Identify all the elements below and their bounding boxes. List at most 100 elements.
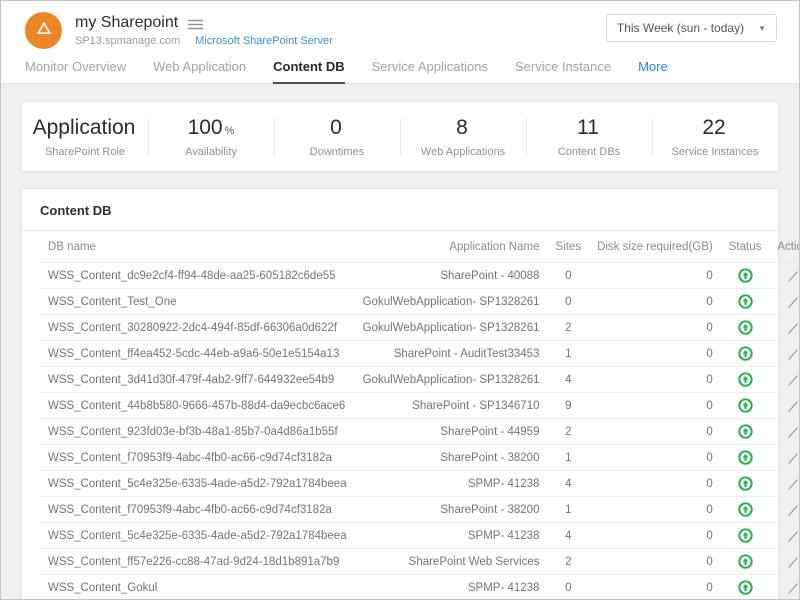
status-cell bbox=[721, 471, 770, 497]
disk-size-cell: 0 bbox=[589, 315, 721, 341]
sites-cell: 0 bbox=[547, 263, 589, 289]
server-type-link[interactable]: Microsoft SharePoint Server bbox=[195, 35, 333, 47]
status-up-icon bbox=[738, 374, 753, 386]
status-up-icon bbox=[738, 400, 753, 412]
status-cell bbox=[721, 549, 770, 575]
action-cell bbox=[769, 263, 800, 289]
stat-value: 8 bbox=[456, 116, 468, 139]
db-name-cell: WSS_Content_dc9e2cf4-ff94-48de-aa25-6051… bbox=[40, 263, 355, 289]
edit-pencil-icon[interactable] bbox=[786, 296, 800, 308]
edit-pencil-icon[interactable] bbox=[786, 374, 800, 386]
app-name-cell: SPMP- 41238 bbox=[355, 575, 548, 600]
edit-pencil-icon[interactable] bbox=[786, 452, 800, 464]
edit-pencil-icon[interactable] bbox=[786, 478, 800, 490]
column-header-disk-size: Disk size required(GB) bbox=[589, 231, 721, 263]
hamburger-menu-icon[interactable] bbox=[188, 19, 203, 30]
stat-label: Service Instances bbox=[652, 146, 778, 158]
disk-size-cell: 0 bbox=[589, 471, 721, 497]
sites-cell: 1 bbox=[547, 341, 589, 367]
tab-service-instance[interactable]: Service Instance bbox=[515, 59, 611, 83]
status-cell bbox=[721, 393, 770, 419]
edit-pencil-icon[interactable] bbox=[786, 400, 800, 412]
stat-value: 0 bbox=[330, 116, 342, 139]
column-header-status: Status bbox=[721, 231, 770, 263]
status-up-icon bbox=[738, 452, 753, 464]
status-cell bbox=[721, 419, 770, 445]
status-up-icon bbox=[738, 582, 753, 594]
edit-pencil-icon[interactable] bbox=[786, 504, 800, 516]
edit-pencil-icon[interactable] bbox=[786, 426, 800, 438]
time-range-select[interactable]: This Week (sun - today) ▼ bbox=[606, 14, 777, 42]
table-row: WSS_Content_30280922-2dc4-494f-85df-6630… bbox=[40, 315, 800, 341]
column-header-sites: Sites bbox=[547, 231, 589, 263]
action-cell bbox=[769, 419, 800, 445]
status-up-icon bbox=[738, 504, 753, 516]
tab-web-application[interactable]: Web Application bbox=[153, 59, 246, 83]
edit-pencil-icon[interactable] bbox=[786, 556, 800, 568]
table-row: WSS_Content_5c4e325e-6335-4ade-a5d2-792a… bbox=[40, 523, 800, 549]
action-cell bbox=[769, 315, 800, 341]
edit-pencil-icon[interactable] bbox=[786, 270, 800, 282]
action-cell bbox=[769, 523, 800, 549]
status-cell bbox=[721, 367, 770, 393]
db-name-cell: WSS_Content_ff4ea452-5cdc-44eb-a9a6-50e1… bbox=[40, 341, 355, 367]
app-name-cell: SharePoint - 38200 bbox=[355, 497, 548, 523]
page-frame: my Sharepoint SP13.spmanage.com M bbox=[0, 0, 800, 600]
table-row: WSS_Content_Test_One GokulWebApplication… bbox=[40, 289, 800, 315]
edit-pencil-icon[interactable] bbox=[786, 348, 800, 360]
db-name-cell: WSS_Content_30280922-2dc4-494f-85df-6630… bbox=[40, 315, 355, 341]
stat-availability: 100% Availability bbox=[148, 116, 274, 158]
status-cell bbox=[721, 575, 770, 600]
action-cell bbox=[769, 393, 800, 419]
disk-size-cell: 0 bbox=[589, 497, 721, 523]
edit-pencil-icon[interactable] bbox=[786, 582, 800, 594]
edit-pencil-icon[interactable] bbox=[786, 530, 800, 542]
app-name-cell: SPMP- 41238 bbox=[355, 523, 548, 549]
disk-size-cell: 0 bbox=[589, 445, 721, 471]
app-name-cell: SharePoint - SP1346710 bbox=[355, 393, 548, 419]
column-header-application-name: Application Name bbox=[355, 231, 548, 263]
table-row: WSS_Content_dc9e2cf4-ff94-48de-aa25-6051… bbox=[40, 263, 800, 289]
disk-size-cell: 0 bbox=[589, 549, 721, 575]
db-name-cell: WSS_Content_5c4e325e-6335-4ade-a5d2-792a… bbox=[40, 471, 355, 497]
status-cell bbox=[721, 263, 770, 289]
sites-cell: 4 bbox=[547, 523, 589, 549]
edit-pencil-icon[interactable] bbox=[786, 322, 800, 334]
db-name-cell: WSS_Content_5c4e325e-6335-4ade-a5d2-792a… bbox=[40, 523, 355, 549]
action-cell bbox=[769, 575, 800, 600]
app-name-cell: SPMP- 41238 bbox=[355, 471, 548, 497]
content-db-table: DB name Application Name Sites Disk size… bbox=[40, 231, 800, 600]
stat-label: SharePoint Role bbox=[22, 146, 148, 158]
status-up-icon bbox=[738, 348, 753, 360]
tab-content-db[interactable]: Content DB bbox=[273, 59, 345, 84]
app-name-cell: SharePoint Web Services bbox=[355, 549, 548, 575]
tab-monitor-overview[interactable]: Monitor Overview bbox=[25, 59, 126, 83]
tab-more[interactable]: More bbox=[638, 59, 668, 83]
disk-size-cell: 0 bbox=[589, 575, 721, 600]
table-row: WSS_Content_923fd03e-bf3b-48a1-85b7-0a4d… bbox=[40, 419, 800, 445]
sites-cell: 1 bbox=[547, 445, 589, 471]
db-name-cell: WSS_Content_Gokul bbox=[40, 575, 355, 600]
page-body: Application SharePoint Role 100% Availab… bbox=[1, 84, 799, 600]
status-up-icon bbox=[738, 478, 753, 490]
status-cell bbox=[721, 289, 770, 315]
stat-value: 11 bbox=[577, 116, 599, 139]
db-name-cell: WSS_Content_Test_One bbox=[40, 289, 355, 315]
disk-size-cell: 0 bbox=[589, 341, 721, 367]
status-up-icon bbox=[738, 530, 753, 542]
sites-cell: 0 bbox=[547, 575, 589, 600]
column-header-db-name: DB name bbox=[40, 231, 355, 263]
action-cell bbox=[769, 445, 800, 471]
db-name-cell: WSS_Content_44b8b580-9666-457b-88d4-da9e… bbox=[40, 393, 355, 419]
app-name-cell: GokulWebApplication- SP1328261 bbox=[355, 367, 548, 393]
tab-service-applications[interactable]: Service Applications bbox=[372, 59, 488, 83]
stat-label: Downtimes bbox=[274, 146, 400, 158]
status-up-icon bbox=[738, 556, 753, 568]
sites-cell: 1 bbox=[547, 497, 589, 523]
table-row: WSS_Content_Gokul SPMP- 41238 0 0 bbox=[40, 575, 800, 600]
sites-cell: 4 bbox=[547, 471, 589, 497]
stats-card: Application SharePoint Role 100% Availab… bbox=[21, 101, 779, 172]
time-range-label: This Week (sun - today) bbox=[617, 21, 744, 35]
sites-cell: 2 bbox=[547, 549, 589, 575]
disk-size-cell: 0 bbox=[589, 263, 721, 289]
